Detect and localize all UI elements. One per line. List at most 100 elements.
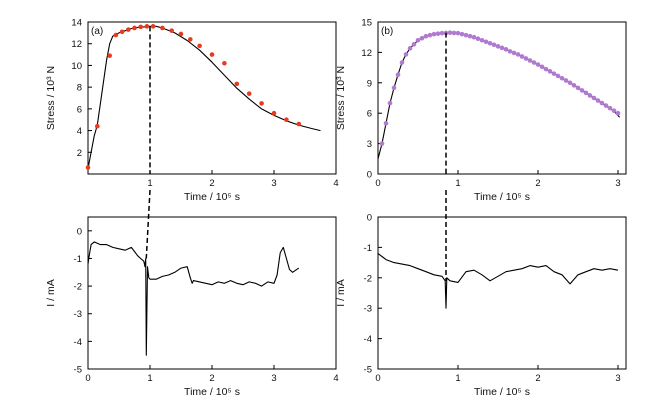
data-point [391, 85, 397, 91]
data-point [463, 32, 469, 38]
x-axis-label: Time / 10⁵ s [474, 386, 530, 398]
y-axis-label: Stress / 10³ N [335, 66, 347, 130]
y-tick-label: -4 [74, 337, 82, 348]
y-tick-label: 3 [367, 139, 372, 150]
y-axis-label: I / mA [335, 279, 347, 306]
data-point [563, 78, 569, 83]
y-tick-label: -3 [74, 309, 82, 320]
plot-frame [87, 216, 337, 370]
data-point [571, 83, 577, 88]
y-tick-label: 0 [77, 226, 82, 237]
data-point [507, 49, 513, 54]
data-point [169, 28, 174, 33]
data-point [459, 31, 465, 37]
data-point [209, 52, 215, 57]
data-point [296, 121, 302, 127]
data-point [113, 32, 119, 38]
data-point [555, 73, 561, 79]
data-point [475, 36, 481, 42]
x-tick-label: 0 [375, 178, 380, 189]
data-point [483, 39, 489, 45]
data-point [419, 35, 425, 41]
y-tick-label: -5 [74, 365, 82, 376]
data-point [435, 31, 441, 36]
data-point [85, 165, 91, 170]
data-point [615, 110, 621, 116]
y-tick-label: 12 [71, 39, 82, 50]
series-line [377, 253, 619, 309]
data-point [234, 81, 240, 87]
x-axis-label: Time / 10⁵ s [184, 386, 240, 398]
x-axis-label: Time / 10⁵ s [474, 191, 530, 203]
y-tick-label: -3 [364, 304, 372, 315]
y-tick-label: 2 [77, 148, 82, 159]
y-tick-label: 6 [367, 109, 372, 120]
data-point [439, 30, 445, 36]
data-point [399, 60, 405, 65]
data-point [595, 98, 601, 103]
data-point [431, 31, 437, 37]
panel-label: (b) [381, 26, 393, 37]
data-point [160, 25, 165, 31]
panel-a-current: 0 1 2 3 4 0 -1 -2 -3 -4 -5 Time / 10⁵ s I / mA [45, 216, 339, 398]
data-point [531, 60, 537, 65]
y-tick-label: 10 [71, 61, 82, 72]
data-point [551, 71, 557, 76]
x-tick-label: 4 [333, 178, 338, 189]
data-point [467, 33, 473, 39]
data-point [259, 101, 264, 106]
y-axis-label: I / mA [45, 279, 57, 306]
data-point [455, 30, 461, 36]
series-line [87, 25, 321, 169]
data-point [579, 88, 585, 93]
x-tick-label: 3 [615, 178, 620, 189]
data-point [547, 69, 553, 74]
data-point [575, 85, 581, 91]
y-tick-label: 14 [71, 18, 82, 29]
y-tick-label: 0 [367, 170, 372, 181]
data-point [403, 52, 409, 57]
series-line [377, 32, 621, 159]
data-point [543, 66, 549, 72]
data-point [95, 123, 100, 129]
data-point [519, 54, 525, 59]
x-tick-label: 3 [271, 178, 276, 189]
dashed-connector [145, 189, 151, 259]
data-point [607, 105, 613, 111]
data-point [144, 24, 150, 29]
y-tick-label: 15 [361, 18, 372, 29]
data-point [527, 58, 533, 63]
y-tick-label: -2 [364, 273, 372, 284]
data-point [587, 93, 593, 98]
y-tick-label: 6 [77, 104, 82, 115]
data-point [387, 100, 393, 106]
x-axis-label: Time / 10⁵ s [184, 191, 240, 203]
y-tick-label: -1 [364, 243, 372, 254]
x-tick-label: 1 [147, 373, 152, 384]
y-tick-label: 8 [77, 83, 82, 94]
y-tick-label: -4 [364, 334, 372, 345]
y-axis-label: Stress / 10³ N [45, 66, 57, 130]
data-point [284, 117, 289, 123]
data-point [603, 103, 609, 108]
x-tick-label: 3 [271, 373, 276, 384]
panel-b-current: 0 1 2 3 0 -1 -2 -3 -4 -5 Time / 10⁵ s I / mA [335, 213, 627, 398]
y-tick-label: 0 [367, 213, 372, 224]
x-tick-label: 1 [147, 178, 152, 189]
data-point [499, 45, 505, 51]
data-point [188, 37, 193, 42]
data-point [523, 56, 529, 61]
y-tick-label: -2 [74, 282, 82, 293]
data-point [591, 95, 597, 101]
data-point [583, 90, 589, 96]
data-point [611, 108, 617, 113]
y-tick-label: 9 [367, 78, 372, 89]
y-tick-label: 12 [361, 48, 372, 59]
y-tick-label: -5 [364, 365, 372, 376]
data-point [150, 24, 156, 29]
y-tick-label: 4 [77, 126, 82, 137]
data-point [511, 50, 517, 56]
data-point [491, 42, 497, 48]
